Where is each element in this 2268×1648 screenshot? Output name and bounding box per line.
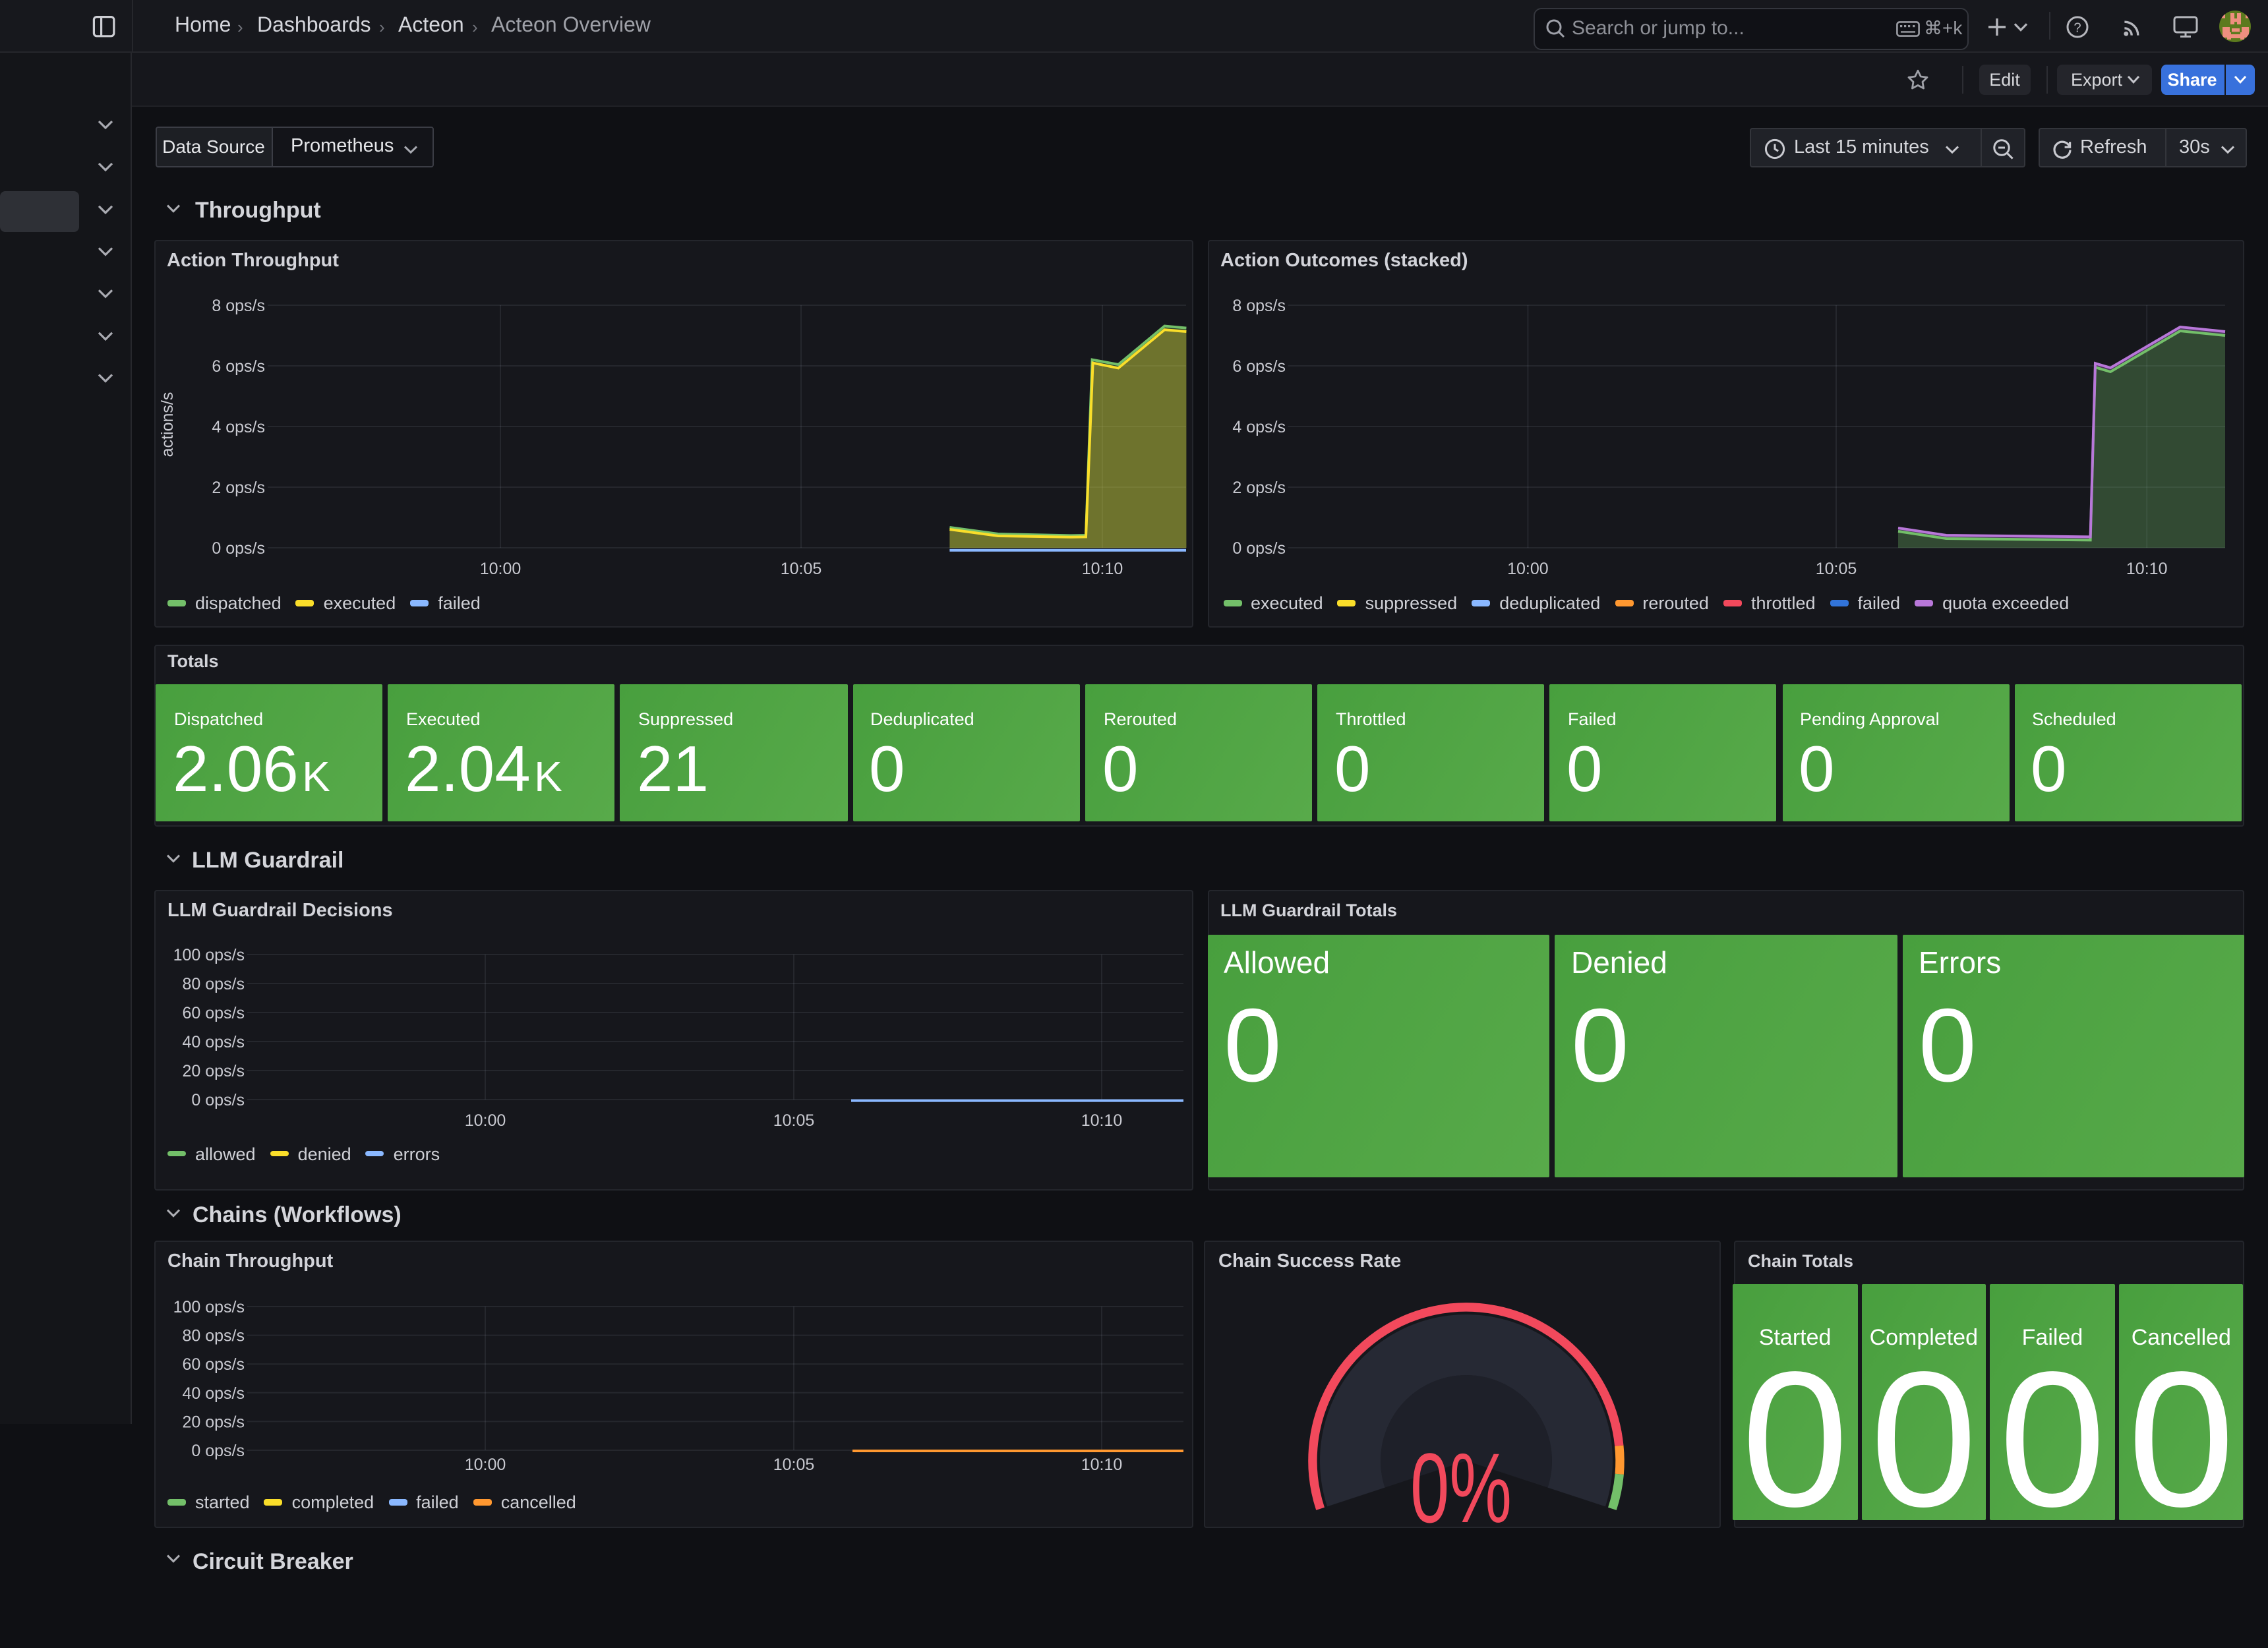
svg-text:100 ops/s: 100 ops/s <box>173 1297 244 1316</box>
svg-text:10:00: 10:00 <box>1507 560 1548 578</box>
svg-text:100 ops/s: 100 ops/s <box>173 946 244 964</box>
svg-text:8 ops/s: 8 ops/s <box>1232 297 1285 315</box>
svg-text:40 ops/s: 40 ops/s <box>181 1384 244 1402</box>
svg-text:4 ops/s: 4 ops/s <box>211 418 264 436</box>
svg-text:10:10: 10:10 <box>1081 1111 1122 1130</box>
svg-text:10:10: 10:10 <box>2126 560 2167 578</box>
svg-text:10:05: 10:05 <box>773 1455 814 1473</box>
svg-text:60 ops/s: 60 ops/s <box>181 1004 244 1022</box>
svg-text:6 ops/s: 6 ops/s <box>1232 357 1285 376</box>
svg-text:0 ops/s: 0 ops/s <box>191 1091 244 1109</box>
svg-text:10:10: 10:10 <box>1081 1455 1122 1473</box>
svg-text:80 ops/s: 80 ops/s <box>181 975 244 993</box>
svg-text:10:05: 10:05 <box>773 1111 814 1130</box>
svg-text:0 ops/s: 0 ops/s <box>211 539 264 558</box>
svg-text:?: ? <box>2074 20 2081 35</box>
svg-text:0%: 0% <box>1410 1432 1512 1543</box>
svg-text:0 ops/s: 0 ops/s <box>191 1441 244 1459</box>
svg-text:10:00: 10:00 <box>479 560 521 578</box>
svg-text:4 ops/s: 4 ops/s <box>1232 418 1285 436</box>
svg-text:2 ops/s: 2 ops/s <box>211 479 264 497</box>
svg-text:10:10: 10:10 <box>1081 560 1123 578</box>
svg-text:0 ops/s: 0 ops/s <box>1232 539 1285 558</box>
svg-text:10:00: 10:00 <box>464 1455 506 1473</box>
svg-text:40 ops/s: 40 ops/s <box>181 1033 244 1051</box>
svg-text:6 ops/s: 6 ops/s <box>211 357 264 376</box>
svg-text:2 ops/s: 2 ops/s <box>1232 479 1285 497</box>
svg-text:8 ops/s: 8 ops/s <box>211 297 264 315</box>
svg-text:actions/s: actions/s <box>158 392 176 457</box>
svg-text:10:00: 10:00 <box>464 1111 506 1130</box>
svg-text:20 ops/s: 20 ops/s <box>181 1412 244 1430</box>
svg-text:60 ops/s: 60 ops/s <box>181 1355 244 1373</box>
svg-text:10:05: 10:05 <box>780 560 821 578</box>
svg-text:80 ops/s: 80 ops/s <box>181 1326 244 1345</box>
svg-text:10:05: 10:05 <box>1815 560 1857 578</box>
svg-text:20 ops/s: 20 ops/s <box>181 1062 244 1080</box>
